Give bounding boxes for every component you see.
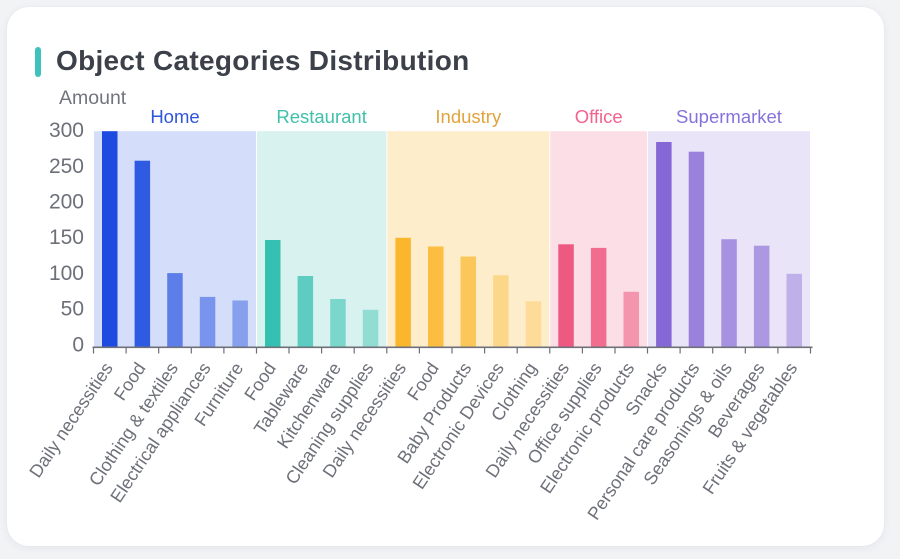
svg-text:Office: Office: [575, 106, 623, 127]
svg-text:200: 200: [49, 191, 84, 214]
svg-text:Supermarket: Supermarket: [676, 106, 782, 127]
svg-text:Industry: Industry: [435, 106, 502, 127]
svg-text:Home: Home: [150, 106, 199, 127]
svg-text:50: 50: [61, 298, 84, 321]
svg-text:300: 300: [49, 119, 84, 142]
svg-text:100: 100: [49, 262, 84, 285]
svg-text:250: 250: [49, 155, 84, 178]
svg-text:0: 0: [72, 333, 84, 356]
svg-text:150: 150: [49, 226, 84, 249]
svg-text:Restaurant: Restaurant: [276, 106, 367, 127]
